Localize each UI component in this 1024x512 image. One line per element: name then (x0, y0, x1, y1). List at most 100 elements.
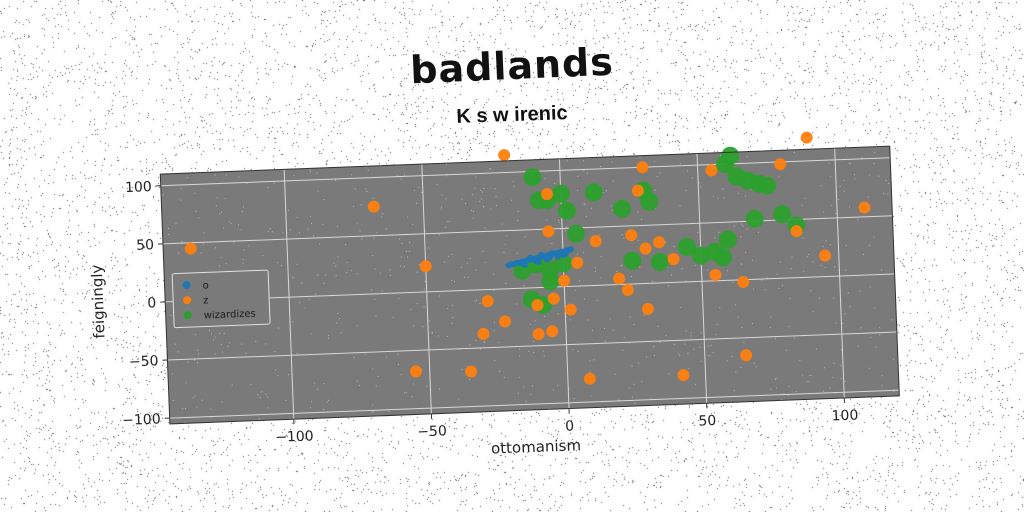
plot-noise-dot (323, 283, 324, 284)
plot-noise-dot (357, 273, 358, 274)
plot-noise-dot (447, 308, 448, 309)
plot-noise-dot (339, 318, 340, 319)
plot-noise-dot (182, 408, 183, 409)
plot-noise-dot (474, 301, 475, 302)
plot-noise-dot (243, 249, 244, 250)
plot-noise-dot (210, 409, 211, 410)
plot-noise-dot (720, 155, 721, 156)
plot-noise-dot (745, 196, 746, 197)
plot-noise-dot (830, 244, 831, 245)
plot-noise-dot (277, 375, 278, 376)
plot-noise-dot (854, 174, 855, 175)
plot-noise-dot (753, 289, 754, 290)
plot-noise-dot (775, 338, 776, 339)
plot-noise-dot (304, 308, 305, 309)
plot-noise-dot (292, 276, 293, 277)
plot-noise-dot (551, 243, 552, 244)
plot-noise-dot (378, 376, 379, 377)
plot-noise-dot (473, 211, 474, 212)
plot-noise-dot (506, 235, 507, 236)
plot-noise-dot (859, 291, 860, 292)
plot-noise-dot (600, 166, 601, 167)
x-tick-label: 50 (698, 413, 716, 430)
plot-noise-dot (794, 152, 795, 153)
plot-noise-dot (213, 339, 214, 340)
plot-noise-dot (202, 400, 203, 401)
x-tick-label: −100 (275, 428, 314, 445)
plot-noise-dot (411, 309, 412, 310)
plot-noise-dot (735, 304, 736, 305)
scatter-point-z (498, 149, 510, 161)
plot-noise-dot (584, 299, 585, 300)
plot-noise-dot (336, 275, 337, 276)
plot-noise-dot (299, 302, 300, 303)
legend: ozwizardizes (172, 270, 270, 328)
plot-noise-dot (267, 397, 268, 398)
plot-noise-dot (801, 205, 802, 206)
plot-noise-dot (404, 174, 405, 175)
plot-noise-dot (452, 317, 453, 318)
plot-noise-dot (317, 274, 318, 275)
plot-noise-dot (807, 256, 808, 257)
plot-noise-dot (567, 160, 568, 161)
plot-noise-dot (638, 212, 639, 213)
plot-noise-dot (777, 274, 778, 275)
plot-noise-dot (878, 176, 879, 177)
plot-noise-dot (679, 355, 680, 356)
plot-noise-dot (168, 228, 169, 229)
plot-noise-dot (622, 350, 623, 351)
plot-noise-dot (708, 346, 709, 347)
plot-noise-dot (533, 341, 534, 342)
plot-noise-dot (700, 186, 701, 187)
plot-noise-dot (238, 177, 239, 178)
plot-noise-dot (194, 396, 195, 397)
plot-noise-dot (832, 377, 833, 378)
plot-noise-dot (681, 268, 682, 269)
plot-noise-dot (622, 265, 623, 266)
plot-noise-dot (502, 224, 503, 225)
plot-noise-dot (401, 178, 402, 179)
plot-noise-dot (634, 403, 635, 404)
plot-noise-dot (361, 239, 362, 240)
plot-noise-dot (347, 262, 348, 263)
plot-noise-dot (308, 229, 309, 230)
plot-noise-dot (324, 383, 325, 384)
plot-noise-dot (242, 211, 243, 212)
plot-noise-dot (197, 362, 198, 363)
plot-noise-dot (471, 210, 472, 211)
plot-noise-dot (622, 234, 623, 235)
plot-noise-dot (687, 170, 688, 171)
plot-noise-dot (673, 246, 674, 247)
plot-noise-dot (528, 351, 529, 352)
plot-noise-dot (742, 327, 743, 328)
plot-noise-dot (654, 355, 655, 356)
plot-noise-dot (894, 391, 895, 392)
plot-noise-dot (473, 218, 474, 219)
plot-noise-dot (413, 383, 414, 384)
plot-noise-dot (297, 353, 298, 354)
plot-noise-dot (659, 342, 660, 343)
plot-noise-dot (885, 180, 886, 181)
plot-noise-dot (771, 317, 772, 318)
plot-noise-dot (743, 225, 744, 226)
plot-noise-dot (311, 223, 312, 224)
plot-noise-dot (400, 265, 401, 266)
plot-noise-dot (653, 346, 654, 347)
plot-noise-dot (623, 238, 624, 239)
plot-noise-dot (668, 285, 669, 286)
plot-noise-dot (733, 282, 734, 283)
plot-noise-dot (335, 265, 336, 266)
plot-noise-dot (820, 185, 821, 186)
plot-noise-dot (238, 224, 239, 225)
plot-noise-dot (834, 266, 835, 267)
plot-noise-dot (833, 363, 834, 364)
plot-noise-dot (802, 238, 803, 239)
plot-noise-dot (511, 200, 512, 201)
plot-noise-dot (657, 176, 658, 177)
plot-noise-dot (441, 207, 442, 208)
plot-noise-dot (844, 180, 845, 181)
plot-noise-dot (345, 244, 346, 245)
plot-noise-dot (671, 275, 672, 276)
plot-noise-dot (824, 367, 825, 368)
plot-noise-dot (722, 189, 723, 190)
